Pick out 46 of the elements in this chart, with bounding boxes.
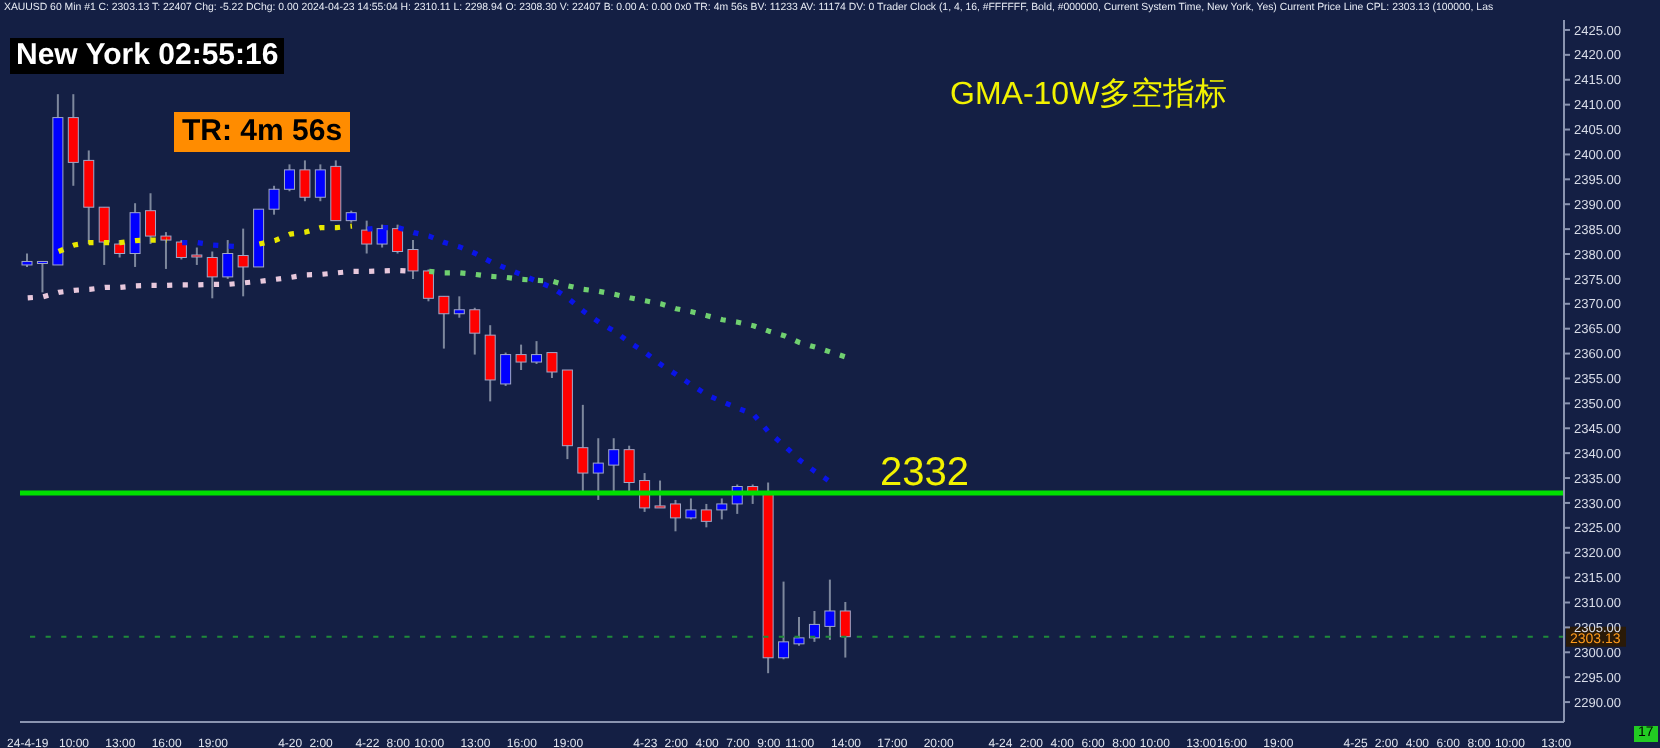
annotation: TR: 4m 56s [174, 112, 351, 152]
candlestick [83, 149, 95, 246]
annotation: New York 02:55:16 [10, 38, 285, 74]
candlestick [175, 239, 187, 261]
candlestick [268, 184, 280, 216]
candlestick [160, 231, 172, 270]
candlestick [145, 192, 157, 246]
candlestick [592, 437, 604, 501]
candlestick [577, 403, 589, 494]
candlestick [222, 239, 234, 280]
candlestick [299, 159, 311, 203]
candlestick [469, 306, 481, 356]
candlestick [793, 615, 805, 647]
candlestick [376, 223, 388, 249]
candlestick [808, 609, 820, 643]
candlestick [515, 343, 527, 371]
candlestick [669, 498, 681, 533]
candlestick [283, 163, 295, 193]
candlestick [36, 260, 48, 294]
candlestick [500, 351, 512, 387]
candlestick [608, 437, 620, 494]
candlestick [98, 206, 110, 266]
candlestick [824, 578, 836, 641]
ref-line-label: 2332 [880, 450, 969, 495]
candlestick [438, 295, 450, 350]
candlestick [546, 351, 558, 379]
candlestick [392, 223, 404, 255]
candlestick [623, 444, 635, 494]
candlestick [839, 600, 851, 659]
candlestick [67, 93, 79, 187]
candlestick [531, 340, 543, 366]
candlestick [778, 580, 790, 661]
candlestick [716, 497, 728, 521]
candlestick [484, 324, 496, 403]
line-series [426, 268, 849, 360]
candlestick [206, 250, 218, 300]
candlestick [129, 202, 141, 268]
text: GMA-10W多空指标 [950, 75, 1228, 116]
candlestick [422, 268, 434, 303]
candlestick [453, 295, 465, 319]
candlestick [700, 502, 712, 529]
candlestick [314, 163, 326, 203]
candlestick [407, 239, 419, 280]
candlestick [654, 479, 666, 509]
candlestick [237, 227, 249, 298]
candlestick [361, 219, 373, 255]
